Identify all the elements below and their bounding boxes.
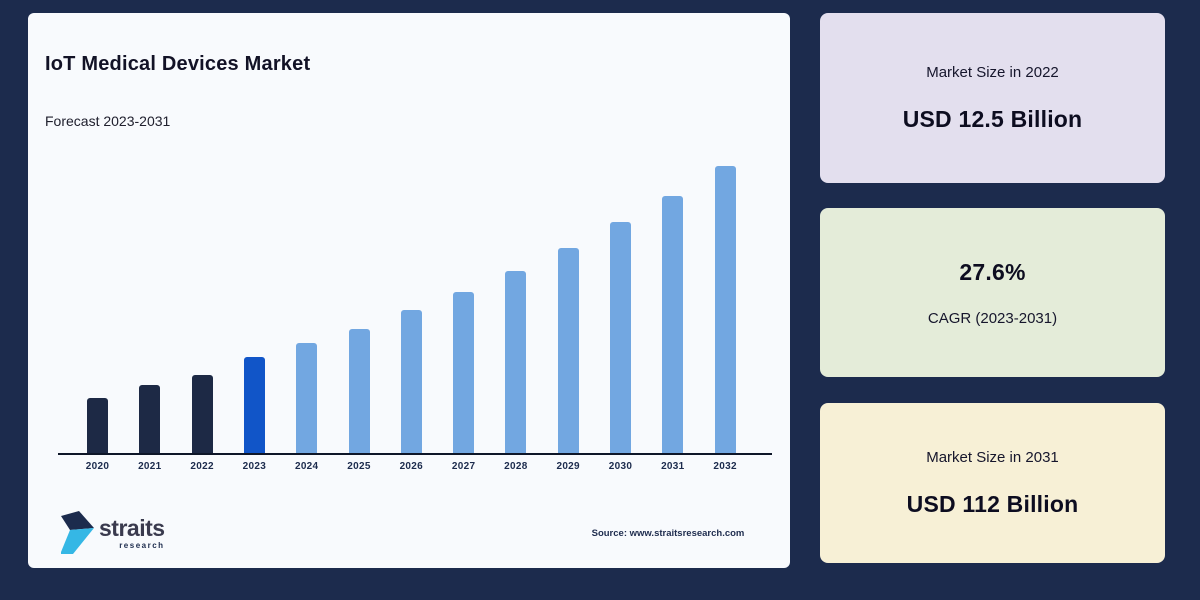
card-label: CAGR (2023-2031) [927,309,1058,327]
card-value: USD 112 Billion [906,490,1079,517]
logo-name-text: straits [99,515,165,541]
x-tick-2032: 2032 [713,461,737,472]
source-attribution: Source: www.straitsresearch.com [591,528,745,539]
x-tick-2024: 2024 [294,461,319,472]
bar-2030 [610,222,631,453]
x-tick-2020: 2020 [85,461,110,472]
bar-2022 [191,375,213,453]
x-tick-2027: 2027 [451,461,476,472]
card-cagr: 27.6% CAGR (2023-2031) [820,208,1165,377]
chart-subtitle: Forecast 2023-2031 [45,113,171,129]
logo-sub-text: research [119,541,165,550]
bar-2020 [87,398,108,453]
bar-2032 [714,166,736,453]
bar-2028 [505,271,527,453]
bar-2027 [453,292,475,453]
bar-chart: 2020 2021 2022 2023 2024 2025 2026 2027 2028 2029… [28,13,790,568]
x-tick-2026: 2026 [399,461,424,472]
x-tick-2030: 2030 [608,461,633,472]
card-market-size-2031: Market Size in 2031 USD 112 Billion [820,403,1165,563]
bar-2026 [400,310,422,453]
straits-research-logo: straits research [58,509,165,560]
x-tick-2031: 2031 [661,461,685,472]
bar-2021 [139,385,161,453]
x-tick-2023: 2023 [242,461,267,472]
card-label: Market Size in 2022 [926,63,1059,81]
card-value: USD 12.5 Billion [902,105,1083,132]
bar-2031 [662,196,684,453]
x-tick-2028: 2028 [504,461,528,472]
bar-2024 [296,343,318,453]
x-tick-2025: 2025 [347,461,371,472]
card-market-size-2022: Market Size in 2022 USD 12.5 Billion [820,13,1165,183]
bar-2029 [557,248,579,453]
card-value: 27.6% [959,258,1026,285]
x-tick-2029: 2029 [556,461,580,472]
card-label: Market Size in 2031 [926,448,1059,466]
chart-panel: IoT Medical Devices Market Forecast 2023… [28,13,790,568]
chart-title: IoT Medical Devices Market [45,53,311,76]
x-axis-line [58,453,772,455]
x-tick-2021: 2021 [138,461,162,472]
logo-wordmark: straits research [99,515,165,551]
x-tick-2022: 2022 [190,461,214,472]
straits-logo-icon [58,509,96,560]
bar-2023 [243,357,265,453]
bar-2025 [348,329,370,453]
